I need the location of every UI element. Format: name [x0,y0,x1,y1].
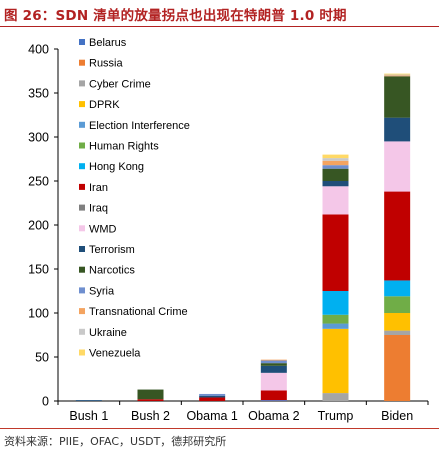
bar-segment [384,296,411,313]
legend-label: WMD [89,223,117,235]
x-tick-label: Obama 2 [248,409,299,423]
bar-segment [199,393,226,396]
bar-segment [322,158,349,161]
bar-segment [384,75,411,77]
y-tick-label: 0 [42,395,49,409]
bar-segment [322,214,349,291]
bar-segment [322,160,349,166]
bar-segment [322,186,349,215]
bar-segment [322,181,349,187]
bar-segment [384,76,411,118]
y-tick-label: 350 [28,87,49,101]
legend-label: Ukraine [89,327,127,339]
legend-swatch [79,183,85,190]
bar-segment [137,399,164,401]
legend-label: Election Interference [89,120,190,132]
bar-segment [260,400,287,401]
bar-segment [322,154,349,159]
legend-swatch [79,121,85,128]
legend-swatch [79,39,85,45]
bar-segment [322,168,349,181]
legend-label: Narcotics [89,265,135,277]
legend-label: Belarus [89,37,127,49]
legend-swatch [79,142,85,149]
bar-segment [384,74,411,76]
legend-label: Human Rights [89,141,159,153]
x-tick-label: Bush 2 [131,409,170,423]
y-tick-label: 300 [28,131,49,145]
legend-label: Venezuela [89,348,141,360]
bar-segment [75,400,102,401]
y-tick-label: 400 [28,43,49,57]
bar-segment [322,393,349,401]
legend-swatch [79,204,85,211]
legend-label: Terrorism [89,244,135,256]
bar-segment [260,365,287,373]
chart-title: 图 26：SDN 清单的放量拐点也出现在特朗普 1.0 时期 [4,8,347,24]
bar-segment [260,390,287,401]
legend-label: Cyber Crime [89,78,151,90]
y-tick-label: 50 [35,351,49,365]
legend-swatch [79,308,85,315]
legend-swatch [79,80,85,87]
x-tick-label: Biden [381,409,413,423]
stacked-bar-chart: 0 50 100 150 200 250 300 350 400 Bush 1 Bush 2 Obam… [28,37,429,423]
y-tick-label: 250 [28,175,49,189]
x-tick-label: Trump [318,409,354,423]
legend-swatch [79,287,85,294]
bar-segment [384,280,411,297]
legend-label: Iran [89,182,108,194]
legend-swatch [79,163,85,170]
bar-segment [384,141,411,192]
bar-segment [260,360,287,364]
source-note: 资料来源：PIIE，OFAC，USDT，德邦研究所 [4,435,227,448]
legend-label: DPRK [89,99,120,111]
legend-label: Syria [89,285,115,297]
bar-segment [260,359,287,361]
bar-segment [137,389,164,400]
bar-segment [322,323,349,329]
legend-label: Hong Kong [89,161,144,173]
legend-swatch [79,246,85,252]
bar-segment [384,335,411,401]
bar-segment [384,313,411,331]
bar-segment [199,397,226,401]
bar-segment [384,117,411,142]
y-tick-label: 100 [28,307,49,321]
legend-label: Iraq [89,203,108,215]
legend-label: Transnational Crime [89,306,188,318]
bar-segment [322,314,349,324]
y-tick-label: 200 [28,219,49,233]
bar-segment [384,191,411,281]
bar-segment [384,73,411,75]
footer-divider [0,428,439,429]
legend-swatch [79,349,85,356]
legend-swatch [79,328,85,335]
title-divider [0,26,439,27]
bar-segment [199,395,226,398]
x-tick-label: Obama 1 [186,409,237,423]
bar-segment [384,330,411,335]
bar-segment [322,291,349,315]
x-tick-label: Bush 1 [69,409,108,423]
bar-segment [322,165,349,169]
bar-segment [322,328,349,394]
legend-swatch [79,225,85,232]
y-tick-label: 150 [28,263,49,277]
legend-swatch [79,59,85,66]
bar-segment [260,363,287,366]
legend-swatch [79,101,85,108]
legend-label: Russia [89,58,124,70]
legend-swatch [79,266,85,273]
bar-segment [260,372,287,391]
